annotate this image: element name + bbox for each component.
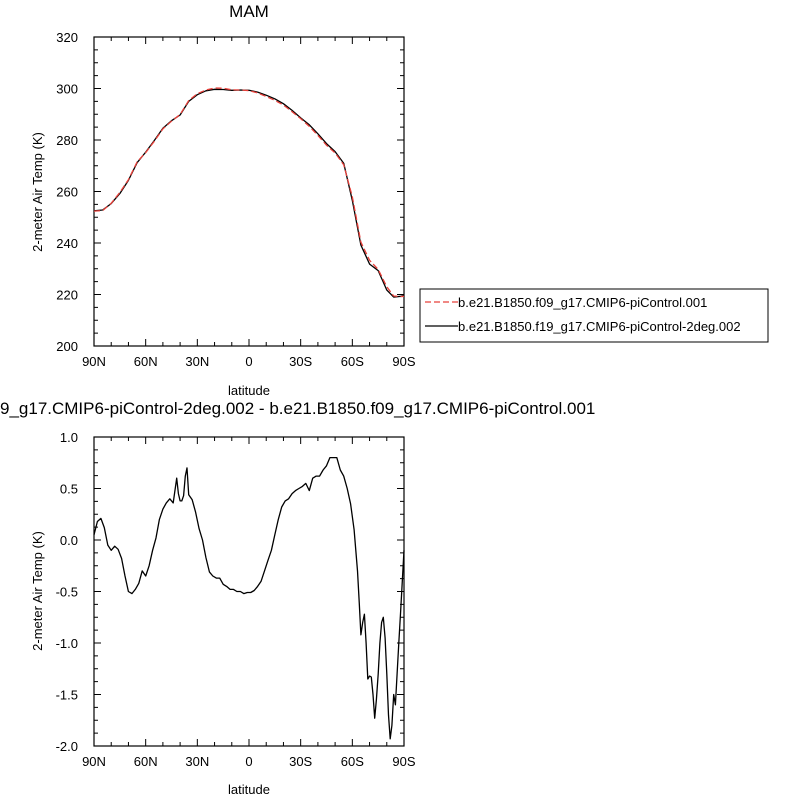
bottom-y-tick-label: -2.0	[56, 739, 78, 754]
top-x-tick-label: 90N	[82, 354, 106, 369]
top-x-tick-label: 60S	[341, 354, 364, 369]
top-y-tick-label: 220	[56, 288, 78, 303]
top-x-tick-label: 60N	[134, 354, 158, 369]
top-series-line-0	[93, 87, 405, 298]
legend-box	[419, 288, 769, 343]
bottom-series-group	[93, 456, 405, 740]
top-series-line-1	[93, 88, 405, 298]
top-x-tick-label: 30N	[185, 354, 209, 369]
bottom-x-tick-label: 60S	[341, 754, 364, 769]
legend-label-f09: b.e21.B1850.f09_g17.CMIP6-piControl.001	[458, 295, 707, 310]
top-x-tick-label: 30S	[289, 354, 312, 369]
bottom-y-axis-label: 2-meter Air Temp (K)	[30, 531, 45, 651]
legend-label-f19: b.e21.B1850.f19_g17.CMIP6-piControl-2deg…	[458, 319, 741, 334]
bottom-x-tick-label: 90S	[392, 754, 415, 769]
bottom-x-tick-label: 90N	[82, 754, 106, 769]
bottom-y-tick-label: 0.5	[60, 482, 78, 497]
top-y-tick-label: 260	[56, 185, 78, 200]
bottom-axes: 90N 60N 30N 0 30S 60S 90S -2.0 -1.5 -1.0 -0.5 0.0 0.…	[56, 430, 416, 769]
top-axes: 90N 60N 30N 0 30S 60S 90S 200 220 240 260 280 300 320	[56, 30, 416, 369]
bottom-x-tick-label: 60N	[134, 754, 158, 769]
bottom-chart-title: 9_g17.CMIP6-piControl-2deg.002 - b.e21.B…	[0, 399, 595, 418]
bottom-y-tick-label: 0.0	[60, 533, 78, 548]
bottom-x-tick-label: 30N	[185, 754, 209, 769]
bottom-plot-frame	[93, 436, 405, 747]
top-chart-title: MAM	[229, 2, 269, 21]
bottom-y-tick-label: -1.5	[56, 688, 78, 703]
top-y-axis-label: 2-meter Air Temp (K)	[30, 132, 45, 252]
top-x-axis-label: latitude	[228, 383, 270, 398]
bottom-panel: 9_g17.CMIP6-piControl-2deg.002 - b.e21.B…	[0, 399, 595, 797]
top-y-tick-label: 300	[56, 82, 78, 97]
top-x-tick-label: 0	[245, 354, 252, 369]
bottom-x-tick-label: 0	[245, 754, 252, 769]
top-y-tick-label: 280	[56, 133, 78, 148]
top-series-group	[93, 87, 405, 298]
bottom-y-tick-label: -0.5	[56, 585, 78, 600]
legend: b.e21.B1850.f09_g17.CMIP6-piControl.001 …	[419, 288, 769, 343]
bottom-x-axis-label: latitude	[228, 782, 270, 797]
bottom-y-tick-label: 1.0	[60, 430, 78, 445]
top-plot-frame	[93, 36, 405, 347]
top-y-tick-label: 320	[56, 30, 78, 45]
top-y-tick-label: 200	[56, 339, 78, 354]
top-x-tick-label: 90S	[392, 354, 415, 369]
top-y-tick-label: 240	[56, 236, 78, 251]
bottom-series-line-0	[93, 456, 405, 740]
top-panel: MAM 90N 60N 30N 0 30S 60S 90S 200 220 240 260 280 30…	[30, 2, 416, 398]
bottom-x-tick-label: 30S	[289, 754, 312, 769]
bottom-y-tick-label: -1.0	[56, 636, 78, 651]
